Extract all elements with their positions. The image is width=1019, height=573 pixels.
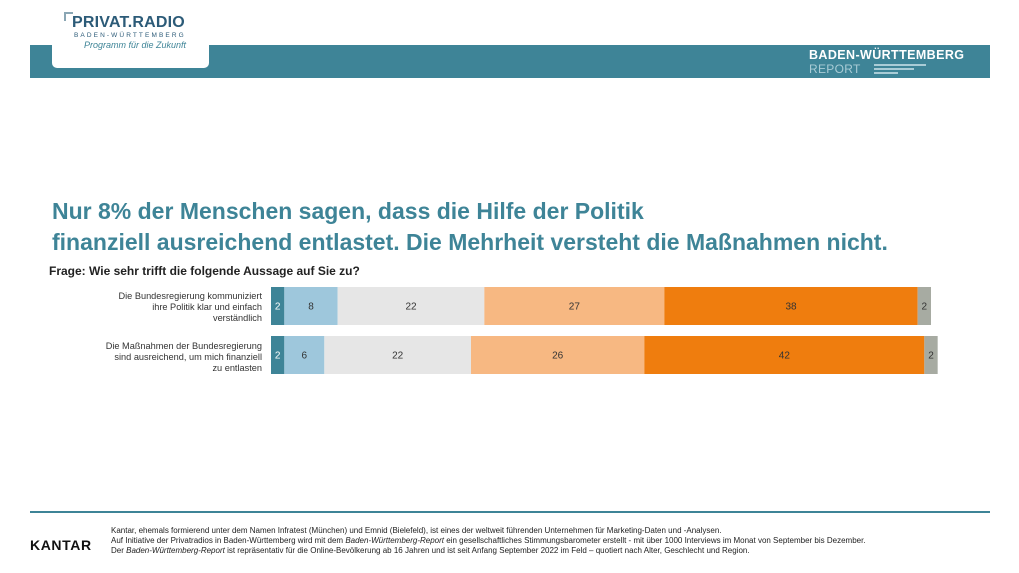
bar-value-label: 22 [405,302,417,313]
bar-value-label: 2 [922,302,928,313]
bar-value-label: 2 [928,351,934,362]
footer-rule [30,511,990,513]
logo-tagline: Programm für die Zukunft [84,40,187,50]
logo-name: PRIVAT.RADIO [72,14,185,31]
bar-row2-seg5 [644,336,925,374]
bar-row2-seg3 [324,336,471,374]
bar-row2-seg6 [924,336,938,374]
bar-value-label: 22 [392,351,404,362]
bar-row2-seg4 [471,336,645,374]
headline-line-2: finanziell ausreichend entlastet. Die Me… [52,229,888,255]
headline-line-1: Nur 8% der Menschen sagen, dass die Hilf… [52,198,644,224]
row-label-2: Die Maßnahmen der Bundesregierung sind a… [105,341,262,373]
report-decor-line [874,68,914,70]
bar-row2-seg2 [284,336,325,374]
survey-question: Frage: Wie sehr trifft die folgende Auss… [49,264,360,278]
footer-line-2: Auf Initiative der Privatradios in Baden… [111,536,866,545]
row-label-1: Die Bundesregierung kommuniziert ihre Po… [118,291,263,323]
report-title: BADEN-WÜRTTEMBERG [809,48,965,62]
bar-value-label: 27 [569,302,581,313]
bar-row1-seg4 [484,287,665,325]
bar-value-label: 26 [552,351,564,362]
headline: Nur 8% der Menschen sagen, dass die Hilf… [52,196,1002,258]
bar-value-label: 42 [779,351,791,362]
logo-corner-mark [64,12,73,21]
footer-line-1: Kantar, ehemals formierend unter dem Nam… [111,526,722,535]
bar-row1-seg5 [664,287,918,325]
bar-row1-seg2 [284,287,338,325]
kantar-logo: KANTAR [30,537,92,553]
bar-value-label: 8 [308,302,314,313]
report-decor-line [874,64,926,66]
bar-value-label: 6 [302,351,308,362]
bar-row1-seg6 [917,287,931,325]
bar-value-label: 2 [275,302,281,313]
logo-region: BADEN-WÜRTTEMBERG [74,32,186,39]
report-decor-line [874,72,898,74]
logo [52,10,209,68]
bar-value-label: 2 [275,351,281,362]
bar-value-label: 38 [785,302,797,313]
bar-row1-seg1 [271,287,285,325]
bar-row1-seg3 [337,287,485,325]
bar-row2-seg1 [271,336,285,374]
report-subtitle: REPORT [809,62,861,76]
footer-line-3: Der Baden-Württemberg-Report ist repräse… [111,546,750,555]
